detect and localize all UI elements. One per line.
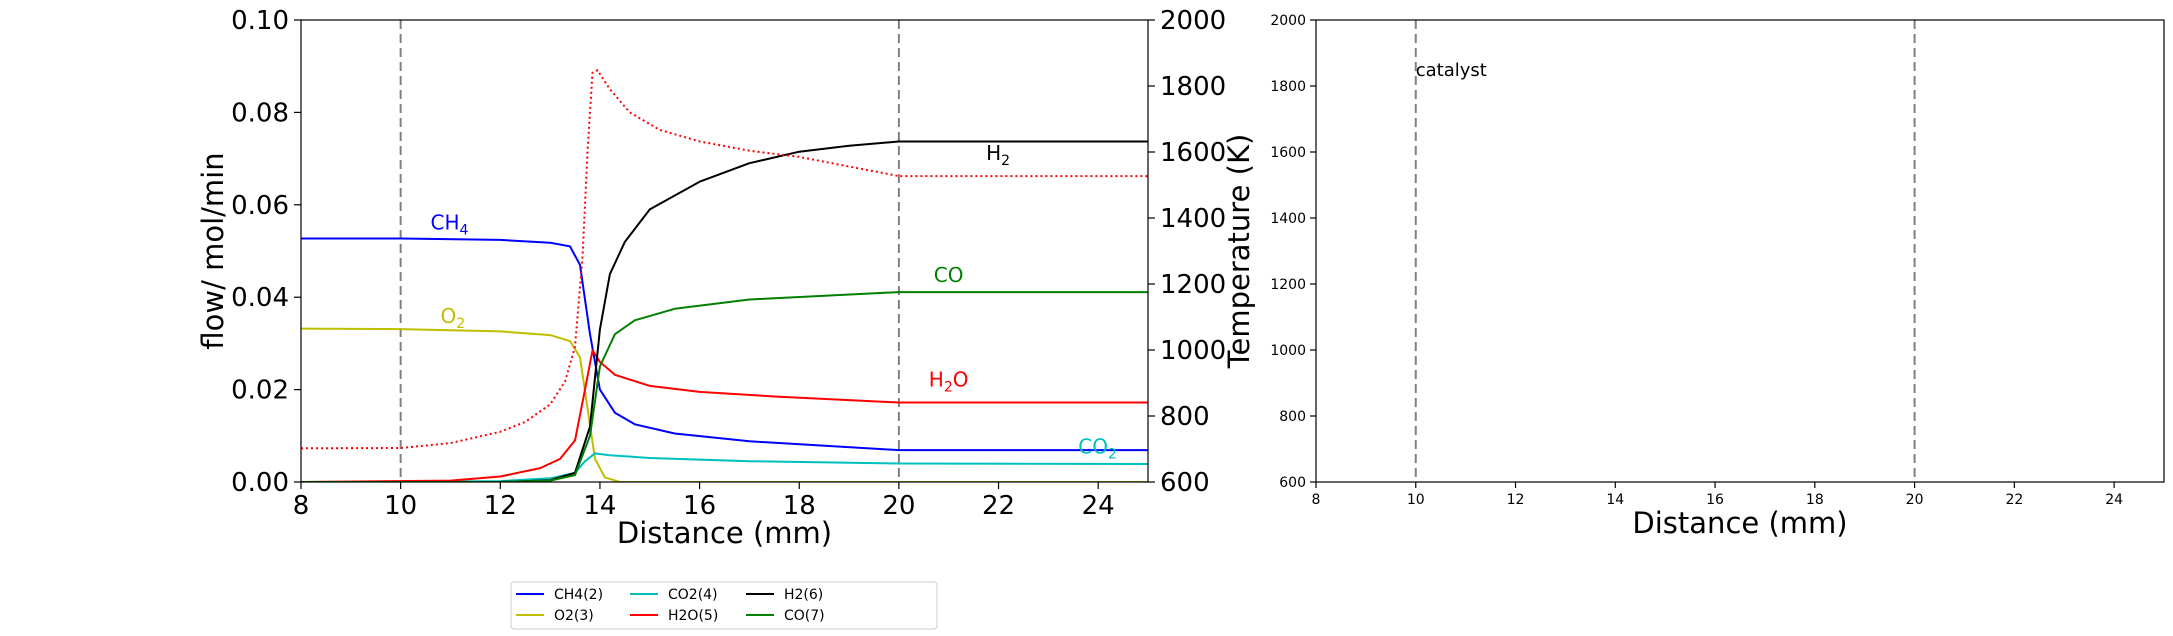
y-tick-label: 0.00 bbox=[231, 468, 289, 498]
temperature-line bbox=[301, 69, 1148, 450]
x-tick-label: 14 bbox=[1606, 492, 1624, 508]
x-tick-label: 10 bbox=[1407, 492, 1425, 508]
legend-entry: CO(7) bbox=[784, 608, 825, 624]
catalyst-label: catalyst bbox=[1416, 60, 1487, 81]
y-tick-label: 0.10 bbox=[231, 6, 289, 36]
series-line-H2(6) bbox=[301, 140, 1148, 482]
x-tick-label: 22 bbox=[982, 491, 1015, 521]
plot-frame bbox=[300, 19, 1149, 483]
y-tick-label: 1400 bbox=[1270, 211, 1306, 227]
legend-box bbox=[510, 581, 938, 630]
x-tick-label: 20 bbox=[882, 491, 915, 521]
x-tick-label: 24 bbox=[1082, 491, 1115, 521]
y-tick-label: 1200 bbox=[1270, 277, 1306, 293]
annotation-text: H bbox=[929, 367, 944, 391]
y2-tick-label: 1400 bbox=[1160, 204, 1226, 234]
annotation-text: CO bbox=[1078, 434, 1108, 458]
x-tick-label: 12 bbox=[1507, 492, 1525, 508]
y2-tick-label: 1000 bbox=[1160, 336, 1226, 366]
legend-entry: O2(3) bbox=[554, 608, 594, 624]
x-tick-label: 12 bbox=[484, 491, 517, 521]
legend-entry: H2O(5) bbox=[668, 608, 718, 624]
annotation-subscript: 2 bbox=[456, 316, 465, 332]
species-annotation: CO2 bbox=[1078, 434, 1117, 462]
y2-tick-label: 800 bbox=[1160, 402, 1210, 432]
x-tick-label: 16 bbox=[1706, 492, 1724, 508]
y-tick-label: 0.04 bbox=[231, 283, 289, 313]
y-tick-label: 800 bbox=[1279, 409, 1306, 425]
annotation-text: H bbox=[986, 141, 1001, 165]
annotation-subscript: 2 bbox=[1001, 153, 1010, 169]
legend-entry: CH4(2) bbox=[554, 587, 603, 603]
annotation-subscript: 2 bbox=[944, 379, 953, 395]
left-chart: 8 10 12 14 16 18 20 22 240.000.020.040.060.080.1… bbox=[196, 6, 1256, 550]
species-annotation: CH4 bbox=[431, 210, 469, 238]
series-group bbox=[301, 69, 1148, 482]
x-tick-label: 10 bbox=[384, 491, 417, 521]
x-tick-label: 14 bbox=[583, 491, 616, 521]
x-tick-label: 16 bbox=[683, 491, 716, 521]
annotation-subscript: 4 bbox=[460, 222, 469, 238]
x-tick-label: 24 bbox=[2105, 492, 2123, 508]
y2-tick-label: 1800 bbox=[1160, 72, 1226, 102]
y-tick-label: 0.08 bbox=[231, 98, 289, 128]
plot-frame bbox=[1315, 19, 2165, 483]
x-tick-label: 8 bbox=[1312, 492, 1321, 508]
series-line-CO(7) bbox=[301, 291, 1148, 482]
y-axis-label: flow/ mol/min bbox=[196, 152, 230, 349]
annotation-text: CO bbox=[934, 263, 964, 287]
species-annotation: H2O bbox=[929, 367, 969, 395]
right-chart: 8 10 12 14 16 18 20 22 24 600 800 1000 1200 1400 1600 1… bbox=[1270, 13, 2165, 540]
x-axis-label: Distance (mm) bbox=[617, 516, 832, 550]
y-tick-label: 0.02 bbox=[231, 376, 289, 406]
x-axis-label: Distance (mm) bbox=[1632, 506, 1847, 540]
y-tick-label: 0.06 bbox=[231, 191, 289, 221]
annotation-tail: O bbox=[953, 367, 969, 391]
y2-axis-label: Temperature (K) bbox=[1222, 134, 1256, 370]
x-tick-label: 8 bbox=[293, 491, 310, 521]
y-tick-label: 1000 bbox=[1270, 343, 1306, 359]
series-line-CO2(4) bbox=[301, 452, 1148, 482]
series-line-O2(3) bbox=[301, 327, 1148, 482]
x-tick-label: 22 bbox=[2005, 492, 2023, 508]
y2-tick-label: 2000 bbox=[1160, 6, 1226, 36]
x-tick-label: 20 bbox=[1906, 492, 1924, 508]
x-tick-label: 18 bbox=[783, 491, 816, 521]
series-line-CH4(2) bbox=[301, 237, 1148, 452]
species-annotation: CO bbox=[934, 263, 964, 287]
annotation-text: CH bbox=[431, 210, 460, 234]
y-tick-label: 1800 bbox=[1270, 79, 1306, 95]
y2-tick-label: 1200 bbox=[1160, 270, 1226, 300]
x-tick-label: 18 bbox=[1806, 492, 1824, 508]
legend-entry: CO2(4) bbox=[668, 587, 718, 603]
annotation-subscript: 2 bbox=[1108, 446, 1117, 462]
series-line-H2O(5) bbox=[301, 349, 1148, 482]
legend-entry: H2(6) bbox=[784, 587, 823, 603]
species-annotation: H2 bbox=[986, 141, 1010, 169]
y-tick-label: 600 bbox=[1279, 475, 1306, 491]
annotation-text: O bbox=[441, 304, 457, 328]
y-tick-label: 1600 bbox=[1270, 145, 1306, 161]
y2-tick-label: 600 bbox=[1160, 468, 1210, 498]
y-tick-label: 2000 bbox=[1270, 13, 1306, 29]
y2-tick-label: 1600 bbox=[1160, 138, 1226, 168]
legend: CH4(2) O2(3) CO2(4) H2O(5) H2(6) CO(7) bbox=[510, 581, 938, 630]
species-annotation: O2 bbox=[441, 304, 466, 332]
